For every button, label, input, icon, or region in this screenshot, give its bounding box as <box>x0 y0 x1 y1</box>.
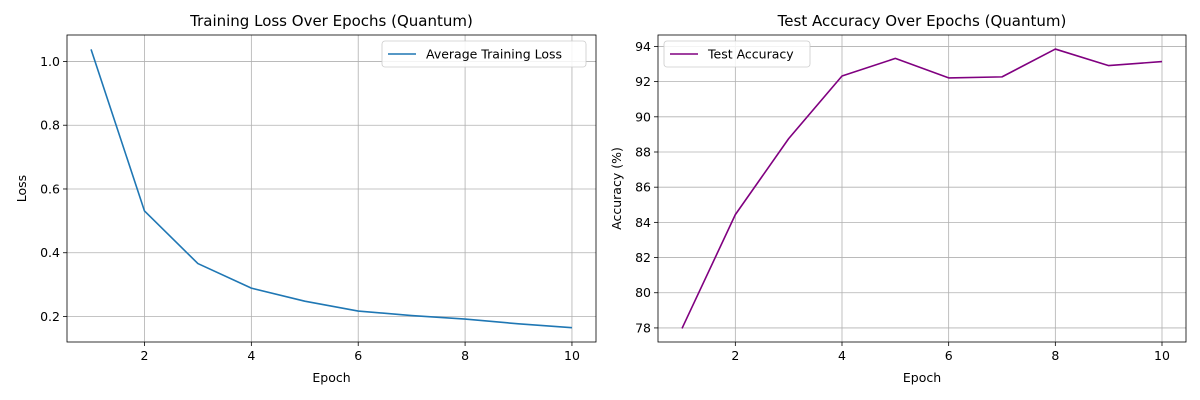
x-tick-label: 10 <box>564 348 580 363</box>
legend-box <box>663 40 811 68</box>
y-tick-label: 80 <box>635 285 651 300</box>
x-axis-label: Epoch <box>903 370 941 385</box>
x-tick-label: 4 <box>838 348 846 363</box>
legend-box <box>381 40 587 68</box>
y-tick-label: 0.6 <box>40 181 60 196</box>
chart-title: Training Loss Over Epochs (Quantum) <box>189 12 473 30</box>
x-tick-label: 10 <box>1154 348 1170 363</box>
y-tick-label: 0.8 <box>40 118 60 133</box>
y-tick-label: 78 <box>635 320 651 335</box>
y-tick-label: 84 <box>635 215 651 230</box>
series-line <box>90 49 573 329</box>
chart-1: 2 4 6 8 10 0.2 0.4 0.6 0.8 1.0 Training Loss Over … <box>14 12 597 385</box>
x-tick-label: 2 <box>141 348 149 363</box>
y-axis-label: Loss <box>14 175 29 202</box>
x-tick-label: 2 <box>731 348 739 363</box>
x-tick-label: 6 <box>945 348 953 363</box>
y-tick-label: 86 <box>635 180 651 195</box>
series-line <box>681 48 1163 329</box>
y-tick-label: 0.2 <box>40 309 60 324</box>
chart-2: 2 4 6 8 10 78 80 82 84 86 88 90 92 94 Test Accuracy Ov… <box>609 12 1187 385</box>
x-tick-label: 6 <box>354 348 362 363</box>
x-axis-label: Epoch <box>312 370 350 385</box>
x-tick-label: 4 <box>247 348 255 363</box>
y-tick-label: 90 <box>635 109 651 124</box>
y-tick-label: 82 <box>635 250 651 265</box>
plot-frame <box>657 34 1187 343</box>
legend-label: Average Training Loss <box>426 47 562 62</box>
y-tick-label: 92 <box>635 74 651 89</box>
legend: Test Accuracy <box>663 40 811 68</box>
y-axis-label: Accuracy (%) <box>609 147 624 230</box>
legend-label: Test Accuracy <box>707 47 794 62</box>
plot-frame <box>66 34 597 343</box>
y-tick-label: 1.0 <box>40 54 60 69</box>
y-tick-label: 94 <box>635 39 651 54</box>
x-tick-label: 8 <box>461 348 469 363</box>
chart-title: Test Accuracy Over Epochs (Quantum) <box>777 12 1067 30</box>
y-tick-label: 88 <box>635 144 651 159</box>
legend: Average Training Loss <box>381 40 587 68</box>
y-tick-label: 0.4 <box>40 245 60 260</box>
x-tick-label: 8 <box>1051 348 1059 363</box>
